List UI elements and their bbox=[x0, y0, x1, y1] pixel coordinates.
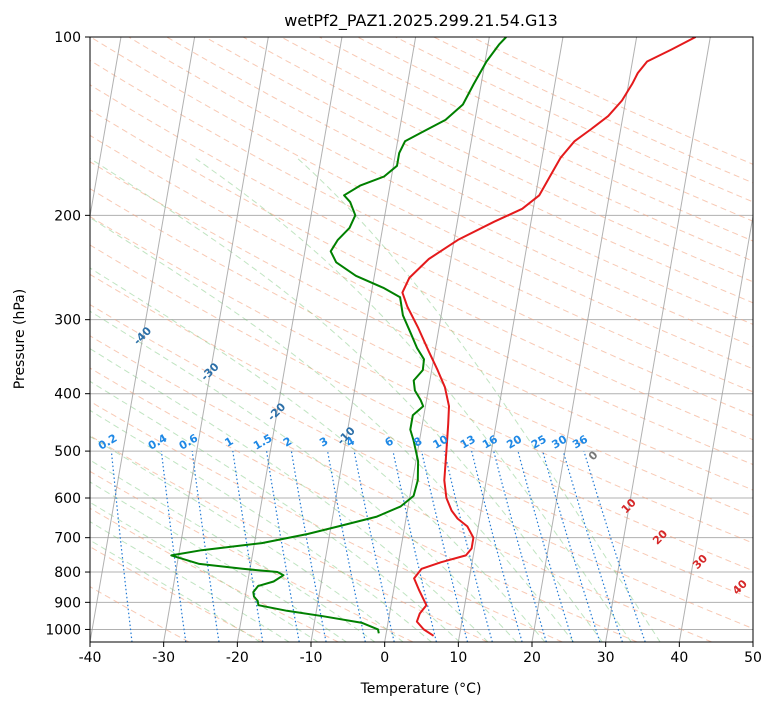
moist-adiabat bbox=[90, 409, 433, 642]
y-axis-label: Pressure (hPa) bbox=[12, 289, 28, 389]
dry-adiabat bbox=[90, 37, 753, 370]
x-tick-label: 0 bbox=[380, 650, 389, 666]
x-tick-label: 50 bbox=[744, 650, 762, 666]
y-tick-label: 100 bbox=[54, 30, 81, 46]
dry-adiabat bbox=[90, 134, 753, 466]
dry-adiabat bbox=[90, 304, 753, 630]
mixing-ratio-line bbox=[443, 450, 493, 642]
moist-adiabat bbox=[90, 267, 546, 642]
mixing-ratio-line bbox=[160, 451, 187, 642]
axes: -40 -30 -20 -10 0 10 20 30 40 50 100 200 300 400 500 60… bbox=[45, 30, 762, 666]
moist-adiabat bbox=[90, 310, 518, 642]
mixing-ratio-line bbox=[392, 450, 437, 642]
y-tick-label: 400 bbox=[54, 387, 81, 403]
dry-adiabat bbox=[90, 507, 339, 642]
y-tick-label: 700 bbox=[54, 531, 81, 547]
moist-adiabat bbox=[90, 521, 290, 642]
dewpoint-line bbox=[170, 37, 507, 634]
moist-adiabat bbox=[90, 158, 603, 642]
chart-title: wetPf2_PAZ1.2025.299.21.54.G13 bbox=[284, 11, 558, 31]
isotherm-line bbox=[236, 37, 343, 642]
y-tick-label: 600 bbox=[54, 491, 81, 507]
isotherm-line bbox=[531, 37, 638, 642]
y-tick-label: 900 bbox=[54, 595, 81, 611]
x-tick-label: 30 bbox=[597, 650, 615, 666]
plot-frame bbox=[89, 36, 754, 643]
isotherm-line bbox=[310, 37, 417, 642]
dry-adiabat bbox=[90, 215, 753, 544]
mixing-ratio-line bbox=[191, 451, 220, 642]
mixing-ratio-line bbox=[232, 451, 264, 642]
grid-layer bbox=[90, 37, 753, 630]
isotherm-line bbox=[384, 37, 490, 642]
mixing-ratio-line bbox=[562, 450, 623, 642]
dry-adiabat bbox=[90, 244, 753, 572]
x-tick-label: -20 bbox=[226, 650, 249, 666]
isotherm-line bbox=[605, 37, 711, 642]
x-tick-label: -40 bbox=[79, 650, 102, 666]
isotherm-line bbox=[90, 37, 196, 642]
y-tick-label: 300 bbox=[54, 313, 81, 329]
y-tick-label: 1000 bbox=[45, 622, 81, 638]
mixing-ratio-line bbox=[110, 451, 133, 642]
mixing-ratio-line bbox=[353, 450, 395, 642]
dry-adiabat bbox=[90, 59, 753, 393]
dry-adiabat bbox=[128, 37, 753, 347]
mixing-ratio-line bbox=[266, 451, 300, 642]
dry-adiabat bbox=[90, 273, 753, 600]
y-tick-label: 200 bbox=[54, 208, 81, 224]
mixing-ratio-line bbox=[493, 450, 547, 642]
moist-adiabat bbox=[297, 158, 661, 642]
mixing-ratio-line bbox=[542, 450, 601, 642]
isotherm-line bbox=[457, 37, 564, 642]
x-tick-label: -30 bbox=[152, 650, 175, 666]
x-axis-label: Temperature (°C) bbox=[360, 681, 482, 697]
moist-adiabats bbox=[90, 158, 661, 642]
moist-adiabat bbox=[90, 380, 461, 642]
dry-adiabat bbox=[90, 109, 753, 441]
temperature-line bbox=[401, 37, 697, 637]
dry-adiabat bbox=[90, 161, 753, 491]
dry-adiabats bbox=[90, 37, 753, 642]
x-tick-label: 20 bbox=[523, 650, 541, 666]
isotherm-line bbox=[678, 213, 753, 642]
isotherm-line bbox=[90, 37, 122, 219]
moist-adiabat bbox=[90, 459, 376, 642]
mixing-ratio-line bbox=[471, 450, 523, 642]
y-tick-label: 800 bbox=[54, 565, 81, 581]
dry-adiabat bbox=[90, 84, 753, 417]
mixing-ratio-line bbox=[421, 450, 469, 642]
dry-adiabat bbox=[90, 435, 488, 642]
mixing-ratio-line bbox=[290, 451, 327, 642]
moist-adiabat bbox=[90, 217, 575, 642]
y-tick-label: 500 bbox=[54, 444, 81, 460]
dry-adiabat bbox=[90, 335, 712, 642]
isotherm-line bbox=[163, 37, 269, 642]
mixing-ratio-line bbox=[327, 450, 366, 642]
x-tick-label: 10 bbox=[449, 650, 467, 666]
x-tick-label: -10 bbox=[300, 650, 323, 666]
skewed-isotherms bbox=[90, 37, 753, 642]
moist-adiabat bbox=[195, 158, 632, 642]
mixing-ratio-lines bbox=[110, 450, 646, 642]
mixing-ratio-line bbox=[517, 450, 574, 642]
x-tick-label: 40 bbox=[670, 650, 688, 666]
mixing-ratio-line bbox=[583, 450, 646, 642]
profile-series bbox=[170, 37, 697, 637]
dry-adiabat bbox=[90, 470, 414, 642]
dry-adiabat bbox=[90, 367, 638, 642]
